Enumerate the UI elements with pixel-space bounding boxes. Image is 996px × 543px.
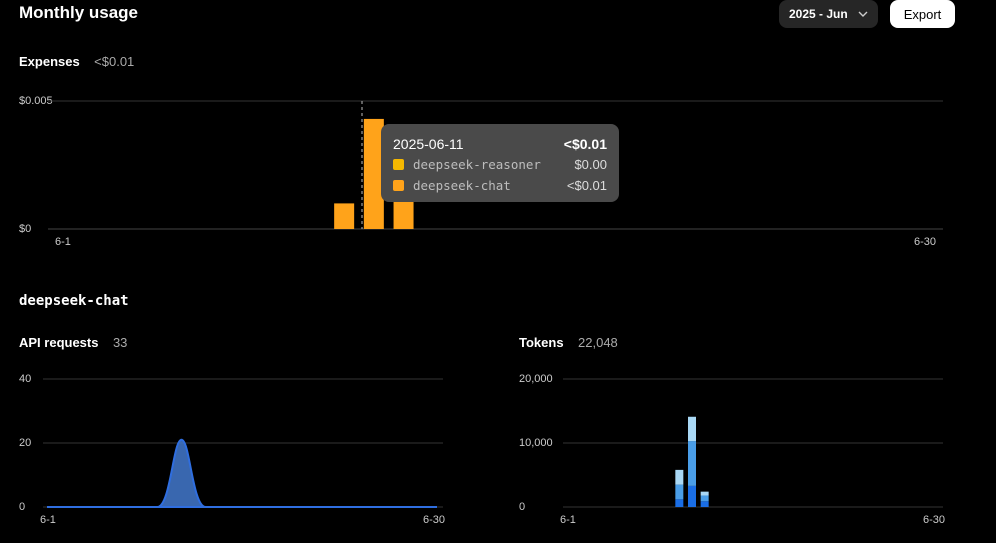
tokens-x-tick-end: 6-30 [923, 514, 946, 526]
export-button[interactable]: Export [890, 0, 955, 28]
tooltip-item: deepseek-reasoner $0.00 [393, 154, 607, 175]
tokens-bar-segment[interactable] [675, 499, 684, 507]
tooltip-item-name: deepseek-chat [413, 178, 511, 193]
api-requests-label: API requests [19, 335, 99, 350]
tokens-value: 22,048 [578, 335, 618, 350]
api-x-tick-end: 6-30 [423, 514, 446, 526]
tokens-y-tick: 20,000 [519, 373, 553, 385]
chart-tooltip: 2025-06-11 <$0.01 deepseek-reasoner $0.0… [381, 124, 619, 202]
chevron-down-icon [858, 11, 868, 17]
expenses-x-tick-end: 6-30 [914, 236, 937, 248]
tokens-bar-segment[interactable] [675, 484, 684, 500]
tooltip-header: 2025-06-11 <$0.01 [393, 133, 607, 154]
api-requests-header: API requests 33 [19, 334, 127, 352]
tokens-label: Tokens [519, 335, 564, 350]
api-x-tick-start: 6-1 [40, 514, 56, 526]
tokens-bar-segment[interactable] [688, 441, 696, 486]
expenses-y-tick-bottom: $0 [19, 223, 32, 235]
expenses-bar[interactable] [393, 198, 414, 229]
expenses-x-tick-start: 6-1 [55, 236, 71, 248]
tooltip-item: deepseek-chat <$0.01 [393, 175, 607, 196]
api-requests-value: 33 [112, 335, 128, 350]
tokens-bar-segment[interactable] [688, 485, 696, 507]
api-y-tick: 0 [19, 501, 26, 513]
legend-swatch-icon [393, 159, 404, 170]
expenses-y-tick-top: $0.005 [19, 95, 53, 107]
expenses-label: Expenses [19, 54, 80, 69]
page-title: Monthly usage [19, 3, 139, 22]
month-select-value: 2025 - Jun [789, 7, 848, 21]
model-section-title: deepseek-chat [19, 293, 129, 309]
legend-swatch-icon [393, 180, 404, 191]
expenses-header: Expenses <$0.01 [19, 53, 134, 71]
tooltip-date: 2025-06-11 [393, 135, 464, 152]
api-y-tick: 40 [19, 373, 32, 385]
tokens-x-tick-start: 6-1 [560, 514, 576, 526]
tooltip-item-value: $0.00 [574, 157, 607, 172]
tooltip-item-name: deepseek-reasoner [413, 157, 541, 172]
expenses-bar[interactable] [334, 203, 355, 229]
tokens-bar-segment[interactable] [675, 469, 684, 485]
tokens-bar-segment[interactable] [700, 491, 709, 496]
tooltip-item-value: <$0.01 [566, 178, 607, 193]
tokens-bar-segment[interactable] [700, 495, 709, 502]
tokens-bar-segment[interactable] [688, 416, 696, 442]
api-y-tick: 20 [19, 437, 32, 449]
expenses-value: <$0.01 [94, 54, 135, 69]
tokens-y-tick: 10,000 [519, 437, 553, 449]
expenses-bar[interactable] [363, 118, 384, 229]
api-requests-area [47, 438, 437, 508]
tokens-header: Tokens 22,048 [519, 334, 618, 352]
month-select[interactable]: 2025 - Jun [779, 0, 878, 28]
tokens-y-tick: 0 [519, 501, 526, 513]
tokens-bar-segment[interactable] [700, 501, 709, 507]
tooltip-total: <$0.01 [563, 135, 607, 152]
